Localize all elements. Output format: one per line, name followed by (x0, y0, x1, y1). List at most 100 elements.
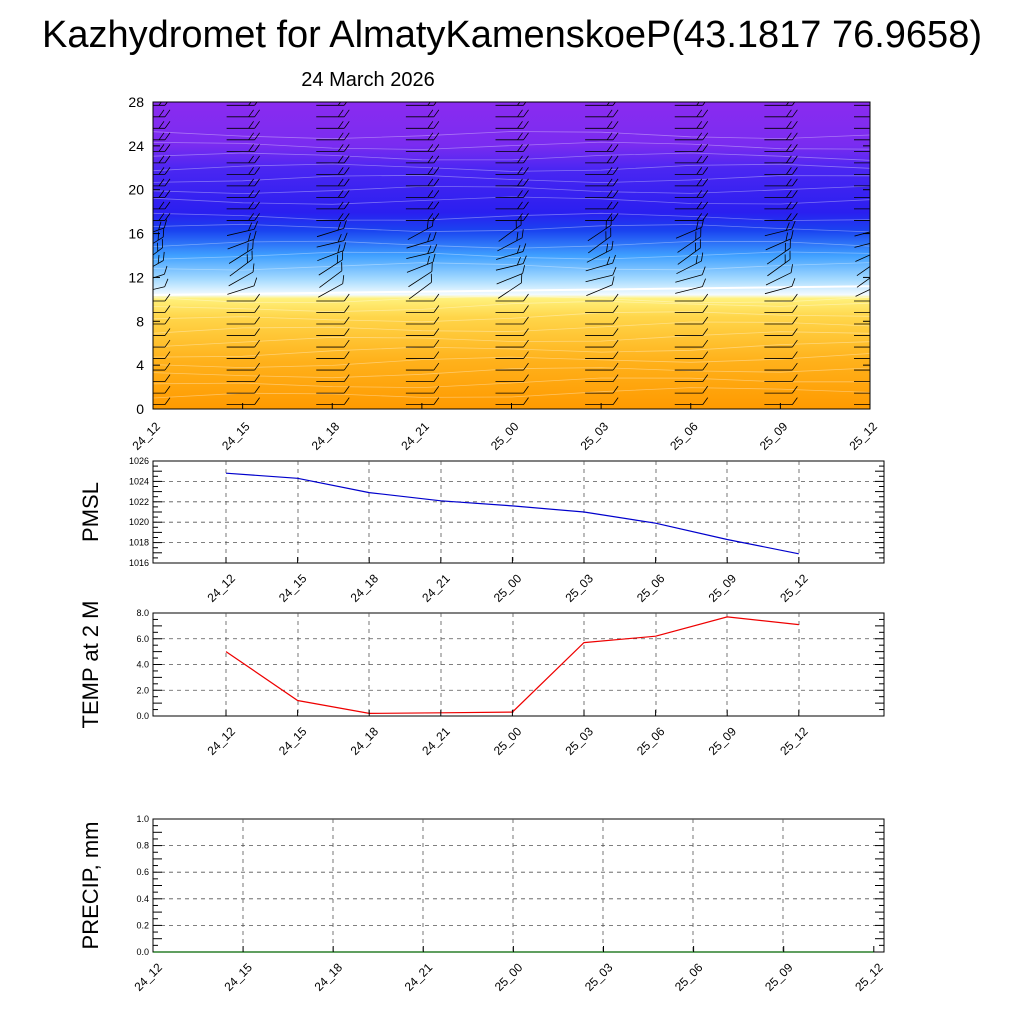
y-tick-label: 16 (128, 226, 144, 242)
wind-barb-flag (517, 109, 523, 118)
wind-barb-flag (792, 374, 798, 382)
contour-line (153, 331, 870, 348)
wind-barb (764, 305, 798, 313)
wind-barb-flag (164, 132, 171, 141)
wind-barb-shaft (855, 249, 870, 262)
wind-barb-flag (337, 213, 344, 221)
wind-barb-flag (343, 293, 350, 302)
contour-line (153, 174, 870, 184)
contour-line (153, 341, 870, 358)
wind-barb (229, 250, 253, 277)
wind-barb (316, 397, 350, 406)
wind-barb (316, 385, 350, 394)
wind-barb-flag (792, 109, 798, 118)
wind-barb-flag (523, 132, 529, 141)
contour-line (153, 295, 870, 304)
wind-barb-flag (702, 339, 709, 348)
wind-barb-flag (702, 362, 709, 371)
wind-barb-flag (882, 352, 887, 359)
wind-barb-flag (792, 167, 798, 175)
wind-barb (495, 190, 529, 198)
wind-barb-flag (254, 351, 260, 359)
wind-barb-flag (523, 167, 529, 175)
wind-barb-flag (248, 178, 254, 187)
wind-barb-flag (792, 305, 798, 313)
wind-barb (226, 178, 260, 187)
x-tick-label: 25_12 (777, 724, 811, 758)
wind-barb-flag (606, 102, 610, 106)
wind-barb-flag (606, 121, 613, 129)
wind-barb-flag (158, 213, 165, 221)
wind-barb-flag (517, 132, 523, 141)
wind-barb-flag (612, 305, 619, 313)
wind-barb (153, 144, 171, 152)
wind-barb (226, 316, 260, 325)
wind-barb (153, 167, 171, 175)
wind-barb-flag (523, 305, 529, 313)
wind-barb-flag (158, 190, 165, 198)
wind-barb-shaft (765, 238, 792, 251)
wind-barb (495, 255, 527, 271)
wind-barb-flag (433, 144, 440, 152)
wind-barb-flag (792, 362, 798, 371)
wind-barb (496, 265, 525, 285)
wind-barb-flag (164, 293, 171, 302)
wind-barb-flag (612, 178, 619, 187)
wind-barb (856, 251, 884, 276)
wind-barb-flag (517, 155, 523, 164)
wind-barb (226, 328, 260, 336)
wind-barb-flag (162, 251, 165, 261)
wind-barb-flag (341, 262, 343, 271)
wind-barb (153, 385, 171, 394)
wind-barb-flag (792, 190, 798, 198)
wind-barb-flag (254, 328, 260, 336)
wind-barb-shaft (497, 282, 522, 299)
wind-barb (674, 167, 709, 175)
wind-barb-flag (882, 398, 887, 405)
wind-barb (153, 265, 168, 284)
wind-barb-flag (433, 351, 440, 359)
wind-barb (586, 276, 615, 297)
wind-barb-shaft (854, 228, 870, 237)
wind-barb-flag (164, 190, 171, 198)
wind-barb-flag (700, 228, 702, 237)
y-tick-label: 20 (128, 182, 144, 198)
temp-panel: 0.0 2.0 4.0 6.0 8.0 24_12 24_15 24_18 24_21 25_00… (78, 601, 885, 758)
wind-barb (406, 244, 438, 260)
wind-barb-flag (254, 362, 260, 371)
contour-line (153, 163, 870, 172)
contour-line (153, 300, 870, 313)
wind-barb-flag (880, 232, 887, 240)
wind-barb (316, 213, 350, 221)
wind-barb-flag (790, 264, 793, 273)
wind-barb (764, 167, 798, 175)
wind-barb-flag (606, 201, 613, 210)
wind-barb (405, 213, 440, 221)
wind-barb-flag (792, 121, 798, 129)
wind-barb (854, 312, 870, 313)
wind-barb-flag (876, 190, 881, 197)
wind-barb-flag (874, 222, 881, 230)
plot-frame (152, 818, 885, 953)
wind-barb-flag (433, 397, 440, 405)
wind-barb (764, 155, 798, 164)
contour-line (153, 387, 870, 399)
wind-barb (585, 155, 619, 164)
contour-line (153, 311, 870, 323)
wind-barb (153, 397, 171, 406)
wind-barb (226, 144, 260, 152)
wind-barb-flag (786, 102, 790, 106)
wind-barb-flag (882, 375, 887, 382)
wind-barb (674, 201, 709, 210)
wind-barb (316, 178, 350, 187)
wind-barb-flag (876, 251, 884, 260)
heatmap-panel: 0 4 8 12 16 20 24 28 24_12 24_15 24_18 24_21 25_00 25… (128, 94, 887, 453)
wind-barb (854, 162, 870, 164)
wind-barb-flag (343, 316, 350, 325)
wind-barb-flag (696, 167, 703, 175)
wind-barb-flag (696, 132, 703, 141)
wind-barb (316, 132, 350, 141)
wind-barb (854, 127, 870, 129)
wind-barb-flag (433, 316, 440, 325)
wind-barb-flag (784, 254, 786, 263)
